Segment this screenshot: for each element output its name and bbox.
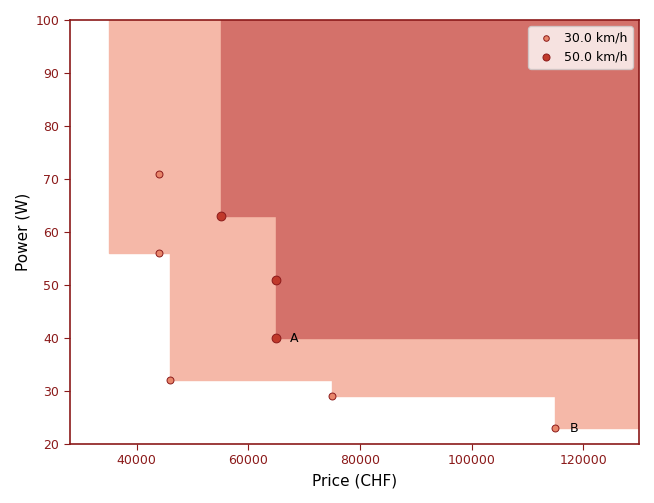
50.0 km/h — [215, 212, 226, 220]
Polygon shape — [220, 20, 639, 338]
30.0 km/h — [154, 170, 164, 178]
30.0 km/h — [154, 249, 164, 257]
X-axis label: Price (CHF): Price (CHF) — [312, 473, 397, 488]
Y-axis label: Power (W): Power (W) — [15, 193, 30, 271]
30.0 km/h — [327, 392, 337, 400]
Legend: 30.0 km/h, 50.0 km/h: 30.0 km/h, 50.0 km/h — [528, 26, 633, 68]
50.0 km/h — [271, 334, 281, 342]
Text: A: A — [290, 331, 299, 345]
30.0 km/h — [165, 376, 175, 384]
Text: B: B — [569, 422, 578, 435]
50.0 km/h — [271, 276, 281, 284]
30.0 km/h — [550, 424, 560, 432]
Polygon shape — [109, 20, 639, 428]
